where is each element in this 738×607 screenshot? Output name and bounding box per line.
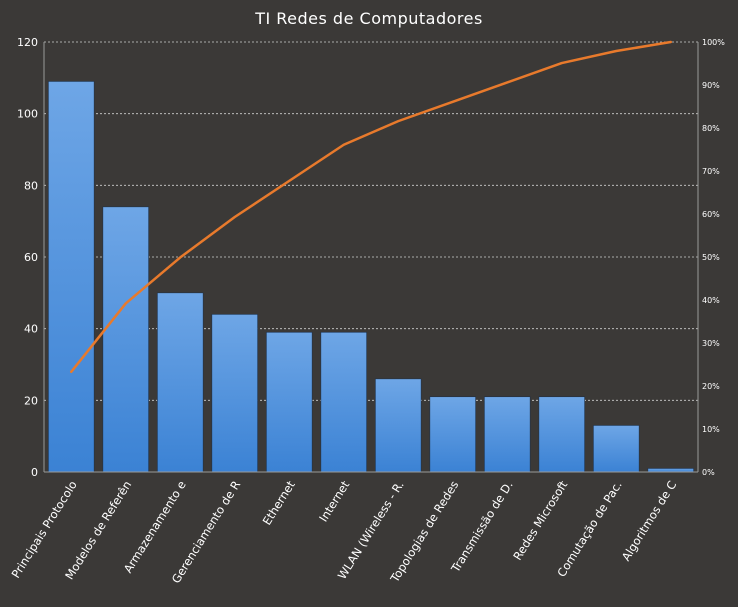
- bar: [484, 396, 531, 473]
- bar: [211, 314, 258, 473]
- bar: [266, 331, 313, 473]
- y-tick-label: 20: [24, 394, 38, 407]
- bar: [429, 396, 476, 473]
- bar: [102, 206, 149, 473]
- cumulative-line: [70, 40, 672, 374]
- bar: [48, 81, 95, 473]
- y2-tick-label: 0%: [702, 468, 715, 477]
- y2-tick-label: 60%: [702, 210, 720, 219]
- bar: [538, 396, 585, 473]
- x-tick-label: Internet: [316, 478, 352, 525]
- y-tick-label: 0: [31, 466, 38, 479]
- y2-tick-label: 30%: [702, 339, 720, 348]
- axes: [43, 42, 699, 473]
- y-tick-label: 80: [24, 179, 38, 192]
- x-tick-label: Transmissão de D.: [448, 478, 516, 575]
- cumulative-percent-line: [70, 40, 672, 374]
- bars: [48, 81, 694, 473]
- x-tick-label: Ethernet: [260, 478, 298, 528]
- bar: [593, 425, 640, 473]
- x-tick-label: Redes Microsoft: [510, 478, 570, 563]
- y2-tick-label: 80%: [702, 124, 720, 133]
- y-tick-label: 60: [24, 251, 38, 264]
- y2-tick-label: 40%: [702, 296, 720, 305]
- y2-tick-label: 20%: [702, 382, 720, 391]
- y-tick-label: 120: [17, 36, 38, 49]
- bar: [320, 331, 367, 473]
- bar: [157, 292, 204, 473]
- y2-tick-label: 50%: [702, 253, 720, 262]
- chart-title: TI Redes de Computadores: [254, 9, 483, 28]
- y2-tick-label: 90%: [702, 81, 720, 90]
- y2-tick-label: 100%: [702, 38, 725, 47]
- y-tick-label: 100: [17, 108, 38, 121]
- y2-tick-label: 70%: [702, 167, 720, 176]
- bar: [375, 378, 422, 473]
- gridlines: [44, 41, 698, 401]
- y-tick-label: 40: [24, 323, 38, 336]
- bar: [647, 468, 694, 473]
- y2-tick-label: 10%: [702, 425, 720, 434]
- x-tick-label: Armazenamento e: [121, 478, 189, 575]
- x-tick-label: Algoritmos de C: [619, 478, 680, 563]
